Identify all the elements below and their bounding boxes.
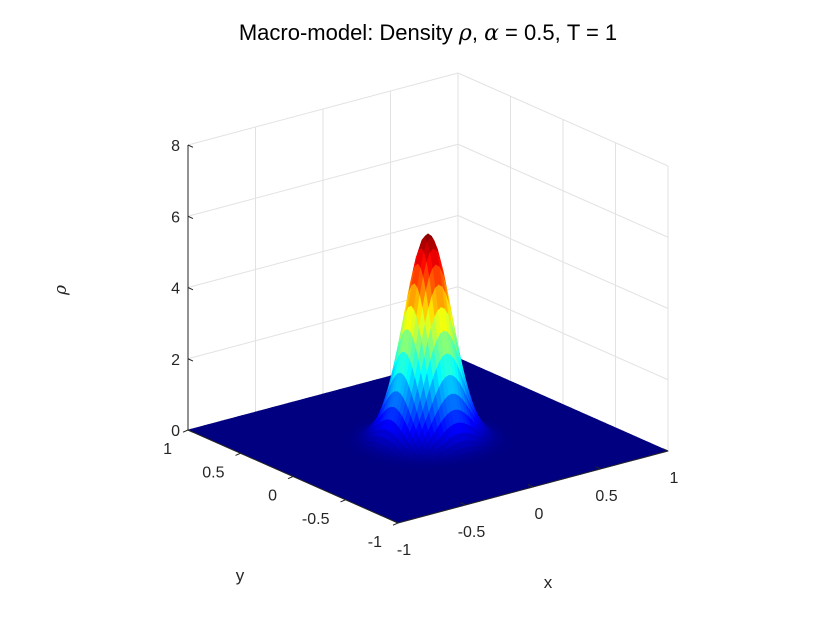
- surface: [188, 234, 668, 523]
- chart-title: Macro-model: Density ρ, α = 0.5, T = 1: [239, 20, 617, 46]
